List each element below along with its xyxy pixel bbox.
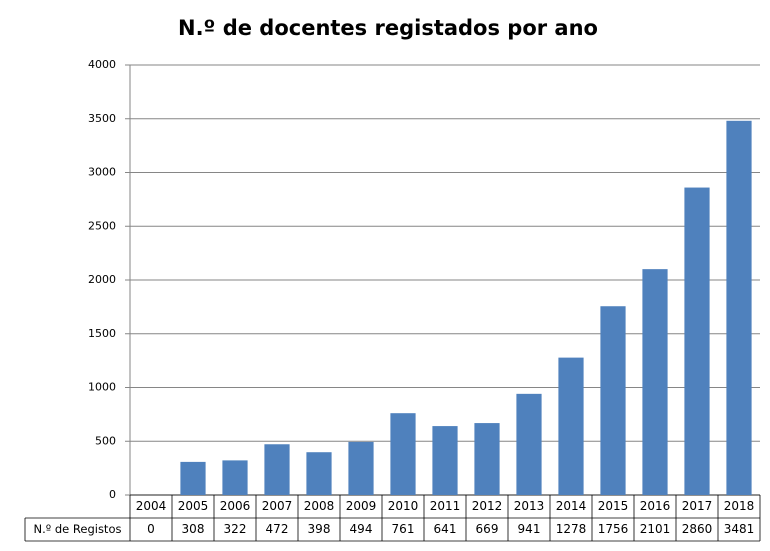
- bar: [180, 461, 206, 495]
- bar: [222, 460, 248, 495]
- x-tick-label: 2006: [220, 499, 251, 513]
- x-tick-label: 2016: [640, 499, 671, 513]
- x-tick-label: 2013: [514, 499, 545, 513]
- bar: [516, 393, 542, 495]
- bar: [558, 357, 584, 495]
- legend-label: N.º de Registos: [34, 522, 122, 536]
- x-tick-label: 2007: [262, 499, 293, 513]
- table-value: 941: [518, 522, 541, 536]
- x-tick-label: 2014: [556, 499, 587, 513]
- bar: [600, 306, 626, 495]
- chart-title: N.º de docentes registados por ano: [178, 16, 598, 40]
- bar: [726, 120, 752, 495]
- table-value: 472: [266, 522, 289, 536]
- x-tick-label: 2017: [682, 499, 713, 513]
- y-tick-label: 2500: [88, 219, 116, 232]
- bar: [264, 444, 290, 495]
- y-tick-label: 0: [109, 488, 116, 501]
- x-tick-label: 2018: [724, 499, 755, 513]
- table-value: 308: [182, 522, 205, 536]
- table-value: 761: [392, 522, 415, 536]
- x-tick-label: 2015: [598, 499, 629, 513]
- table-value: 3481: [724, 522, 755, 536]
- y-tick-label: 3500: [88, 112, 116, 125]
- table-value: 669: [476, 522, 499, 536]
- table-value: 0: [147, 522, 155, 536]
- table-value: 1756: [598, 522, 629, 536]
- bar: [306, 452, 332, 495]
- y-tick-label: 2000: [88, 273, 116, 286]
- bar: [348, 441, 374, 495]
- x-tick-label: 2008: [304, 499, 335, 513]
- bar: [474, 423, 500, 495]
- x-tick-label: 2004: [136, 499, 167, 513]
- x-tick-label: 2012: [472, 499, 503, 513]
- y-tick-label: 3000: [88, 166, 116, 179]
- table-value: 2101: [640, 522, 671, 536]
- bar: [684, 187, 710, 496]
- table-value: 398: [308, 522, 331, 536]
- table-value: 1278: [556, 522, 587, 536]
- bar: [642, 269, 668, 495]
- y-tick-label: 500: [95, 434, 116, 447]
- table-value: 2860: [682, 522, 713, 536]
- x-tick-label: 2010: [388, 499, 419, 513]
- bar: [390, 413, 416, 495]
- table-value: 641: [434, 522, 457, 536]
- table-value: 494: [350, 522, 373, 536]
- y-tick-label: 4000: [88, 58, 116, 71]
- x-tick-label: 2009: [346, 499, 377, 513]
- bar: [432, 426, 458, 495]
- y-tick-label: 1000: [88, 381, 116, 394]
- y-tick-label: 1500: [88, 327, 116, 340]
- x-tick-label: 2011: [430, 499, 461, 513]
- x-tick-label: 2005: [178, 499, 209, 513]
- table-value: 322: [224, 522, 247, 536]
